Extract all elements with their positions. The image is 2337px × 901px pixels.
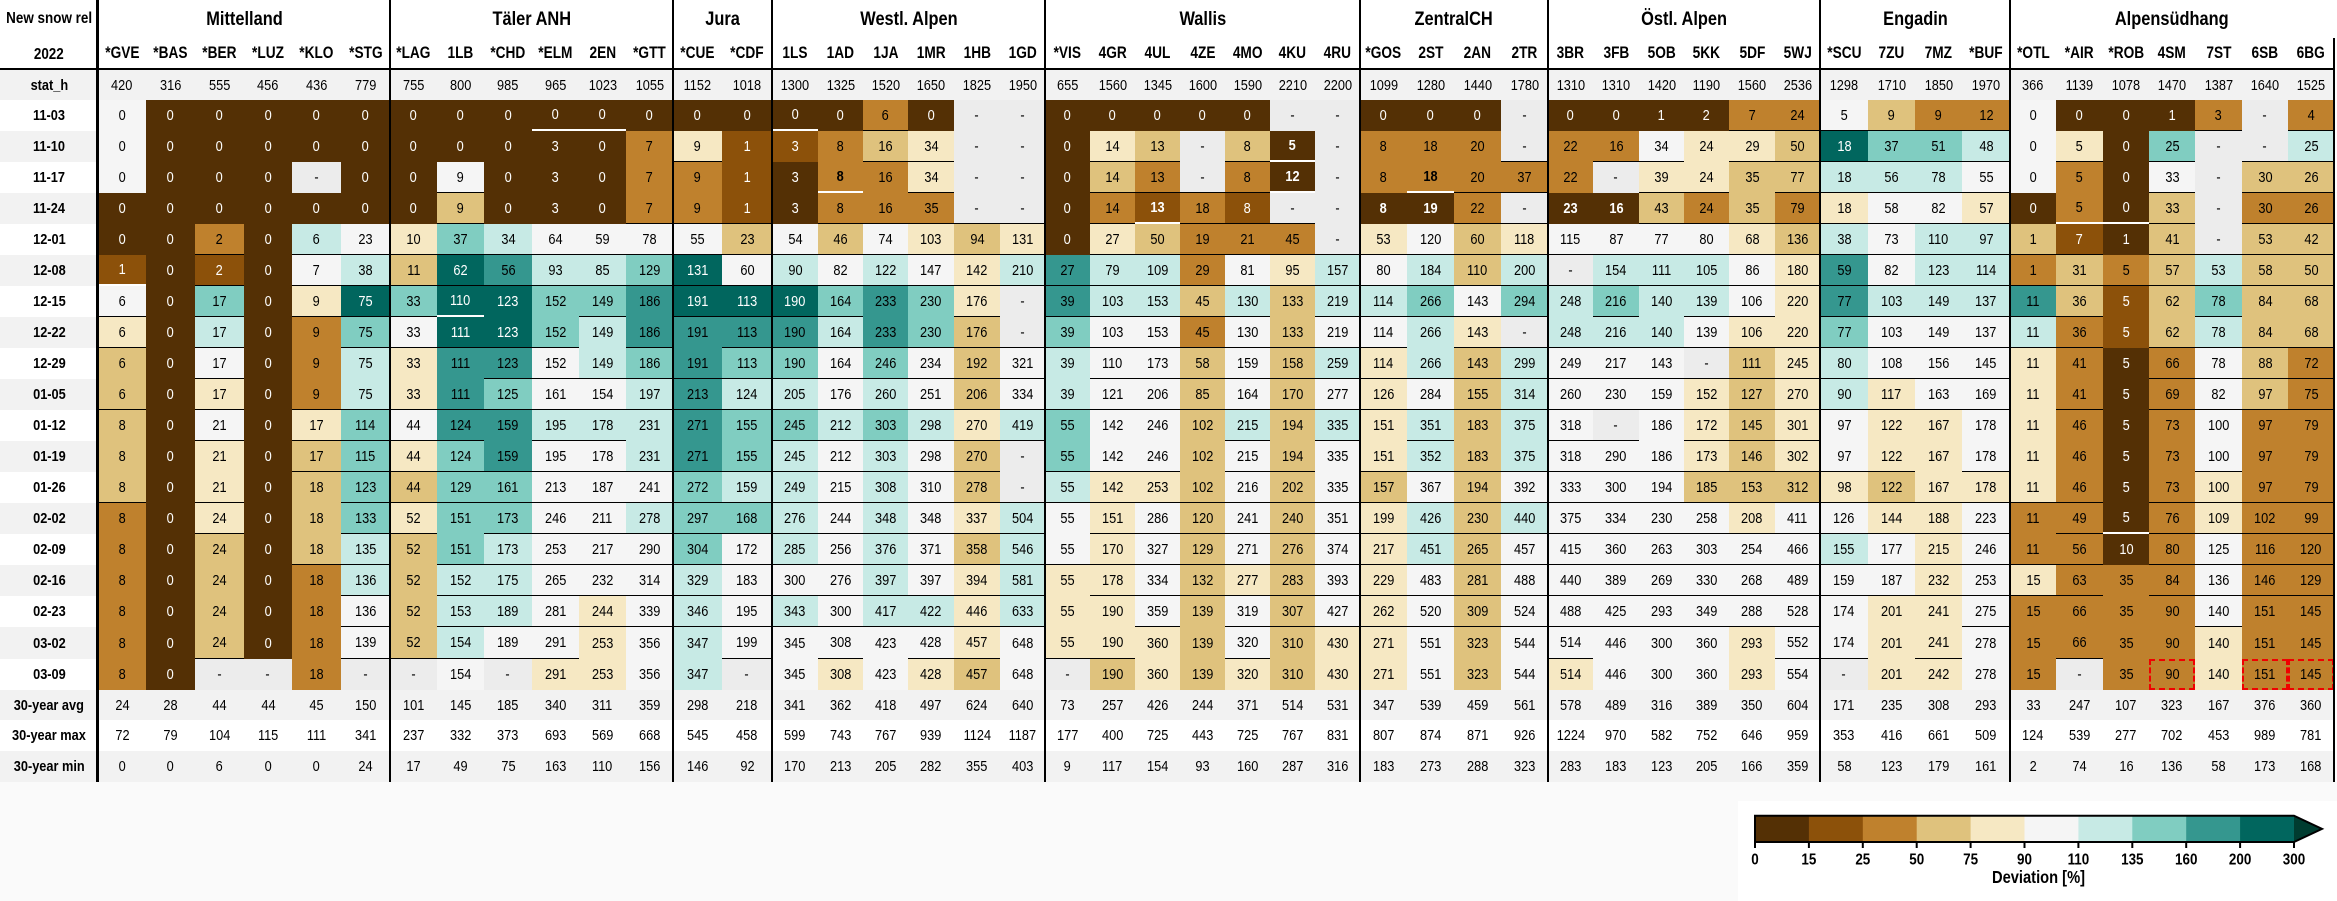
svg-text:300: 300 <box>2283 852 2305 869</box>
svg-text:200: 200 <box>2229 852 2251 869</box>
svg-text:90: 90 <box>2017 852 2032 869</box>
svg-text:135: 135 <box>2121 852 2143 869</box>
svg-text:Deviation [%]: Deviation [%] <box>1992 868 2085 887</box>
svg-text:15: 15 <box>1801 852 1816 869</box>
svg-text:160: 160 <box>2175 852 2197 869</box>
svg-text:50: 50 <box>1909 852 1924 869</box>
svg-text:110: 110 <box>2068 852 2090 869</box>
svg-text:25: 25 <box>1855 852 1870 869</box>
svg-text:75: 75 <box>1963 852 1978 869</box>
svg-text:0: 0 <box>1751 852 1758 869</box>
